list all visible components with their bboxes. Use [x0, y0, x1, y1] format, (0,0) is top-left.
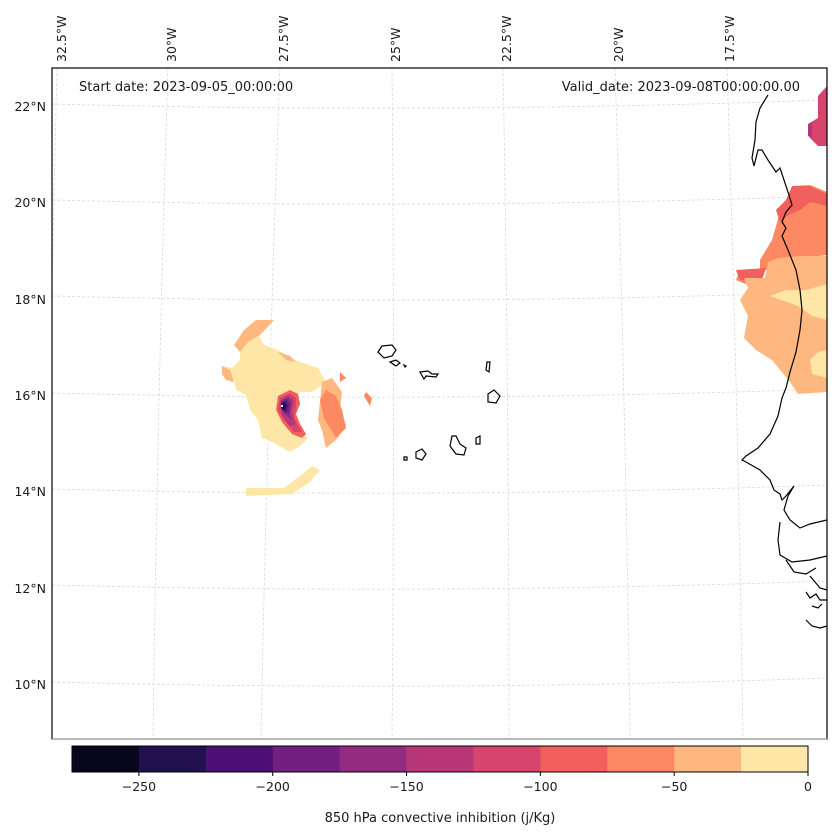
meridian-gridline: [260, 68, 281, 739]
parallel-gridline: [52, 580, 827, 590]
parallel-gridline: [52, 677, 827, 687]
lon-label: 27.5°W: [276, 16, 291, 62]
colorbar-tick-label: −200: [256, 779, 290, 794]
lat-label: 12°N: [14, 581, 46, 596]
lat-label: 20°N: [14, 195, 46, 210]
cin-contour-minus25-0: [222, 330, 326, 452]
colorbar-tick-label: 0: [804, 779, 812, 794]
lon-label: 20°W: [611, 27, 626, 62]
island-boa-vista: [487, 389, 501, 404]
colorbar-swatch: [607, 746, 675, 772]
cin-contour-minus25-0: [810, 350, 827, 378]
cin-contour-minus25-0: [246, 466, 320, 496]
lat-label: 10°N: [14, 677, 46, 692]
meridian-gridline: [391, 68, 394, 739]
colorbar-swatch: [138, 746, 207, 772]
lon-label: 32.5°W: [54, 16, 69, 62]
cin-contour-minus75-50: [364, 392, 372, 406]
meridian-gridline: [152, 68, 169, 739]
parallel-gridline: [52, 484, 827, 494]
cin-contour-minus75-50: [320, 390, 346, 438]
island-sao-nicolau: [419, 370, 440, 381]
lat-label: 16°N: [14, 388, 46, 403]
island-brava: [403, 456, 408, 461]
lat-label: 22°N: [14, 99, 46, 114]
colorbar-tick-label: −50: [661, 779, 687, 794]
cin-contour-minus25-0: [770, 284, 827, 320]
cin-contour-minus75-50: [736, 185, 827, 290]
cin-contour-minus100-75: [736, 268, 766, 280]
lon-label: 30°W: [164, 27, 179, 62]
island-fogo: [415, 448, 427, 461]
gridlines: [52, 68, 827, 739]
colorbar: −250 −200 −150 −100 −50 0 850 hPa convective …: [71, 745, 812, 826]
valid-date-label: Valid_date: 2023-09-08T00:00:00.00: [562, 80, 800, 95]
island-sal: [485, 361, 491, 374]
lon-label: 17.5°W: [722, 16, 737, 62]
parallel-gridline: [52, 388, 827, 398]
latitude-labels: 22°N 20°N 18°N 16°N 14°N 12°N 10°N: [14, 99, 46, 692]
coastline-cape-verde: [377, 344, 501, 461]
cin-field-storm: [222, 320, 372, 496]
coastline-mauritania-senegal: [740, 94, 827, 629]
coastline-west-africa: [740, 94, 827, 629]
island-maio: [475, 435, 481, 445]
storm-eye: [281, 405, 283, 407]
island-santo-antao: [377, 344, 397, 359]
colorbar-swatch: [72, 746, 140, 772]
colorbar-swatch: [339, 746, 408, 772]
meridian-gridline: [502, 68, 510, 739]
cin-contour-minus50-25: [234, 320, 274, 352]
cin-contour-minus150-125: [808, 86, 827, 146]
cin-field-coast: [736, 86, 827, 394]
cin-contour-minus75-50: [340, 372, 346, 382]
colorbar-swatch: [473, 746, 541, 772]
colorbar-tick-label: −250: [122, 779, 156, 794]
lat-label: 18°N: [14, 292, 46, 307]
colorbar-swatch: [205, 746, 274, 772]
longitude-labels: 32.5°W 30°W 27.5°W 25°W 22.5°W 20°W 17.5…: [54, 16, 737, 62]
parallel-gridline: [52, 195, 827, 205]
meridian-gridline: [726, 68, 744, 739]
island-santa-luzia: [402, 363, 408, 369]
colorbar-swatch: [406, 746, 474, 772]
colorbar-frame: [71, 745, 809, 773]
parallel-gridline: [52, 291, 827, 301]
colorbar-tick-label: −100: [523, 779, 557, 794]
cin-contour-minus175-150: [808, 122, 812, 138]
map-background: [52, 68, 827, 739]
colorbar-tick-label: −150: [389, 779, 423, 794]
colorbar-swatch: [674, 746, 742, 772]
colorbar-swatches: [72, 746, 809, 772]
colorbar-label: 850 hPa convective inhibition (j/Kg): [325, 811, 556, 826]
map-content: [52, 68, 827, 739]
island-sao-vicente: [388, 359, 401, 367]
meridian-gridline: [614, 68, 631, 739]
island-santiago: [449, 435, 467, 456]
colorbar-swatch: [272, 746, 341, 772]
lon-label: 22.5°W: [499, 16, 514, 62]
lat-label: 14°N: [14, 484, 46, 499]
cin-contour-minus50-25: [278, 352, 296, 362]
colorbar-ticks: −250 −200 −150 −100 −50 0: [122, 772, 812, 794]
parallel-gridline: [52, 99, 827, 109]
lon-label: 25°W: [388, 27, 403, 62]
colorbar-swatch: [540, 746, 608, 772]
colorbar-swatch: [741, 746, 809, 772]
start-date-label: Start date: 2023-09-05_00:00:00: [79, 80, 293, 95]
cin-contour-minus50-25: [222, 366, 234, 382]
